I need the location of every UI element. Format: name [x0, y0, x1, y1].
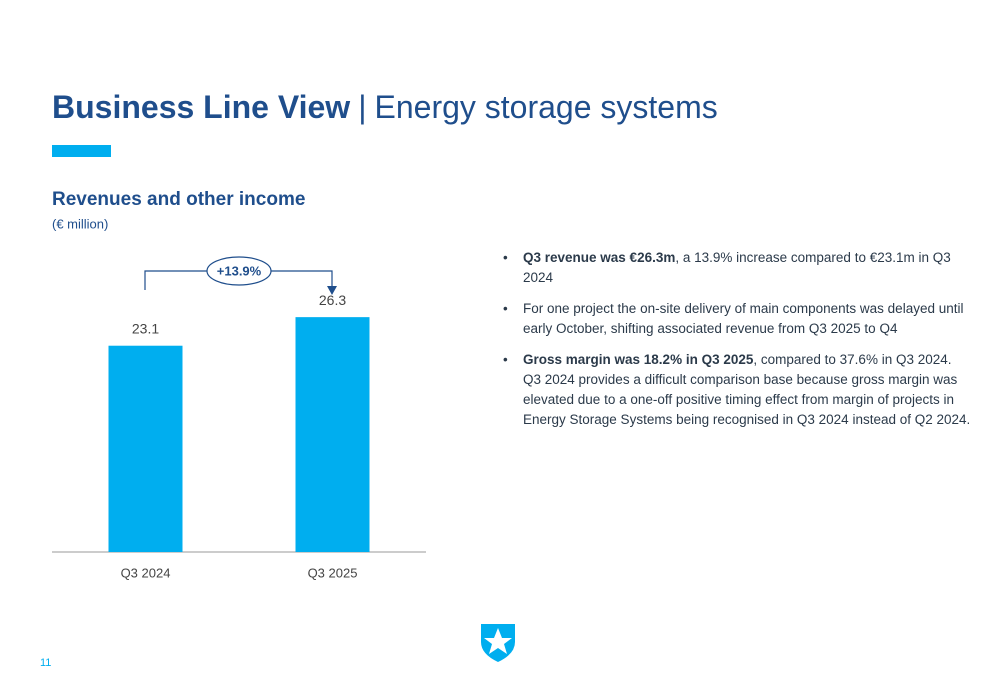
bullet-text: , compared to 37.6% in Q3 2024. Q3 2024 … [523, 352, 971, 427]
logo [481, 624, 515, 662]
title-separator: | [358, 89, 366, 125]
growth-annotation: +13.9% [144, 256, 337, 295]
bullet-text: For one project the on-site delivery of … [523, 301, 964, 336]
value-label: 26.3 [319, 292, 346, 308]
bullet-list: Q3 revenue was €26.3m, a 13.9% increase … [503, 248, 973, 441]
slide-title: Business Line View | Energy storage system… [52, 89, 718, 125]
page-number: 11 [40, 657, 51, 669]
bullet-bold: Q3 revenue was €26.3m [523, 250, 676, 265]
bullet: Q3 revenue was €26.3m, a 13.9% increase … [503, 248, 973, 288]
bullet: For one project the on-site delivery of … [503, 299, 973, 339]
bullet: Gross margin was 18.2% in Q3 2025, compa… [503, 350, 973, 430]
chart-title: Revenues and other income [52, 189, 305, 210]
bullet-text: , a 13.9% increase compared to €23.1m in… [523, 250, 951, 285]
bar [295, 317, 370, 552]
x-tick-label: Q3 2025 [308, 565, 358, 580]
annotation-oval [206, 256, 272, 286]
title-rest: Energy storage systems [375, 89, 718, 125]
accent-bar [52, 145, 111, 157]
annotation-label: +13.9% [217, 263, 262, 278]
value-label: 23.1 [132, 320, 159, 336]
x-tick-label: Q3 2024 [121, 565, 171, 580]
bullet-bold: Gross margin was 18.2% in Q3 2025 [523, 352, 754, 367]
title-bold: Business Line View [52, 89, 350, 125]
bar [108, 345, 183, 552]
arrow-head [327, 286, 337, 295]
chart-subtitle: (€ million) [52, 216, 108, 231]
